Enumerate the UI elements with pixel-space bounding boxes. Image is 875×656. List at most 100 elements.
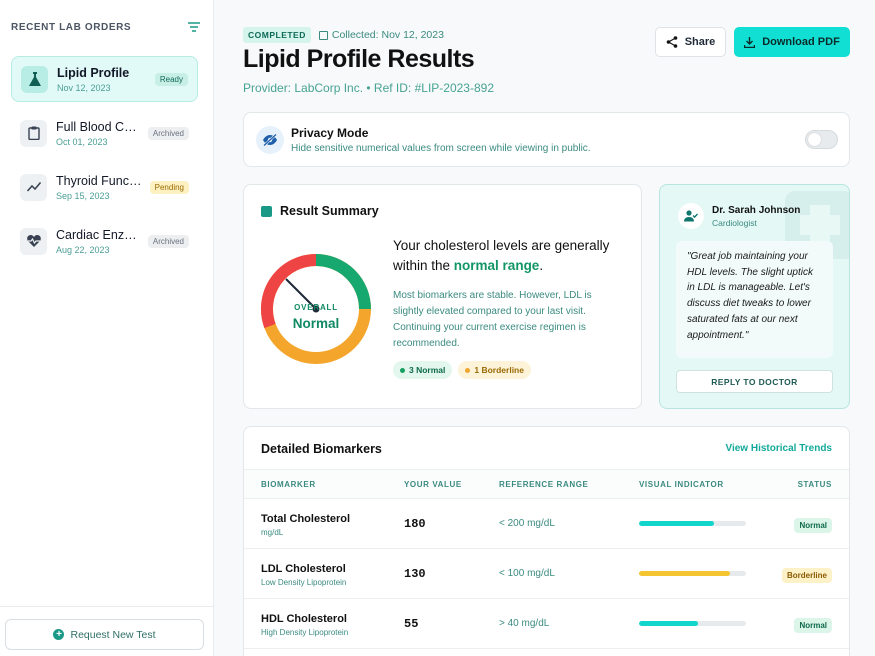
biomarker-value: 130	[404, 567, 426, 581]
table-row[interactable]: LDL Cholesterol Low Density Lipoprotein …	[244, 549, 849, 599]
orange-dot-icon	[465, 367, 471, 373]
reply-to-doctor-button[interactable]: REPLY TO DOCTOR	[676, 370, 833, 393]
biomarker-name: HDL Cholesterol	[261, 613, 347, 625]
filter-icon[interactable]	[187, 20, 201, 34]
doctor-note-card: Dr. Sarah Johnson Cardiologist "Great jo…	[659, 184, 850, 409]
order-date: Aug 22, 2023	[56, 244, 110, 255]
order-date: Sep 15, 2023	[56, 190, 110, 201]
indicator-fill	[639, 521, 714, 526]
download-label: Download PDF	[762, 36, 840, 48]
borderline-count-label: 1 Borderline	[474, 365, 524, 375]
biomarker-name: Total Cholesterol	[261, 513, 351, 525]
status-badge: Borderline	[781, 568, 832, 583]
privacy-title: Privacy Mode	[291, 126, 369, 140]
indicator-fill	[639, 621, 698, 626]
doctor-avatar	[678, 203, 704, 229]
headline-end: .	[539, 258, 544, 273]
collected-label: Collected: Nov 12, 2023	[331, 29, 444, 41]
table-header: BIOMARKER YOUR VALUE REFERENCE RANGE VIS…	[244, 469, 849, 499]
summary-description: Most biomarkers are stable. However, LDL…	[393, 290, 592, 349]
calendar-icon	[318, 30, 328, 40]
column-header-visual: VISUAL INDICATOR	[639, 480, 724, 489]
gauge-segment-green	[315, 254, 371, 310]
doctor-role: Cardiologist	[712, 218, 757, 228]
status-badge: Normal	[794, 518, 832, 533]
column-header-range: REFERENCE RANGE	[499, 480, 589, 489]
column-header-biomarker: BIOMARKER	[261, 480, 316, 489]
privacy-description: Hide sensitive numerical values from scr…	[291, 143, 591, 154]
column-header-status: STATUS	[797, 480, 832, 489]
summary-chips: 3 Normal 1 Borderline	[393, 361, 537, 379]
column-header-value: YOUR VALUE	[404, 480, 462, 489]
sidebar: RECENT LAB ORDERS Lipid Profile Nov 12, …	[0, 0, 214, 656]
status-badge: Pending	[149, 180, 189, 194]
download-pdf-button[interactable]: Download PDF	[734, 27, 850, 57]
biomarker-unit: High Density Lipoprotein	[261, 628, 349, 637]
clipboard-icon	[20, 119, 47, 147]
trend-icon	[20, 173, 47, 201]
headline-highlight: normal range	[453, 258, 540, 273]
bar-chart-icon	[261, 205, 272, 217]
sidebar-item-lipid-profile[interactable]: Lipid Profile Nov 12, 2023 Ready	[11, 56, 198, 102]
visual-indicator-bar	[639, 621, 746, 626]
visual-indicator-bar	[639, 571, 746, 576]
share-label: Share	[684, 36, 716, 48]
table-row[interactable]: Total Cholesterol mg/dL 180 < 200 mg/dL …	[244, 499, 849, 549]
plus-icon: +	[53, 629, 65, 640]
table-row[interactable]: HDL Cholesterol High Density Lipoprotein…	[244, 599, 849, 649]
status-badge: Archived	[147, 126, 189, 140]
privacy-mode-panel: Privacy Mode Hide sensitive numerical va…	[243, 112, 850, 167]
toggle-knob	[808, 133, 821, 146]
order-name: Full Blood Count	[56, 119, 142, 134]
sidebar-title: RECENT LAB ORDERS	[11, 21, 132, 33]
order-date: Oct 01, 2023	[56, 136, 108, 147]
biomarker-unit: Low Density Lipoprotein	[261, 578, 347, 587]
biomarkers-table: Detailed Biomarkers View Historical Tren…	[243, 426, 850, 656]
reference-range: < 200 mg/dL	[499, 518, 555, 529]
gauge-value: Normal	[292, 316, 340, 331]
gauge-needle	[285, 278, 317, 310]
heart-pulse-icon	[20, 227, 47, 255]
sidebar-footer: + Request New Test	[0, 606, 214, 656]
gauge-pivot	[312, 305, 320, 313]
result-summary-heading: Result Summary	[261, 204, 379, 218]
reference-range: > 40 mg/dL	[499, 618, 550, 629]
order-date: Nov 12, 2023	[57, 82, 111, 93]
user-check-icon	[684, 210, 698, 222]
biomarker-unit: mg/dL	[261, 528, 284, 537]
green-dot-icon	[400, 367, 405, 373]
share-button[interactable]: Share	[655, 27, 726, 57]
normal-count-chip: 3 Normal	[393, 361, 453, 379]
order-name: Lipid Profile	[57, 65, 130, 80]
reference-range: < 100 mg/dL	[499, 568, 555, 579]
result-summary-title: Result Summary	[280, 204, 379, 218]
share-icon	[666, 36, 678, 48]
borderline-count-chip: 1 Borderline	[458, 361, 531, 379]
collected-date: Collected: Nov 12, 2023	[318, 29, 444, 41]
indicator-fill	[639, 571, 730, 576]
status-badge: COMPLETED	[243, 27, 311, 43]
gauge-segment-red	[260, 254, 317, 329]
order-name: Cardiac Enzymes	[56, 227, 142, 242]
summary-headline: Your cholesterol levels are generally wi…	[393, 236, 628, 276]
doctor-quote: "Great job maintaining your HDL levels. …	[676, 241, 833, 358]
doctor-name: Dr. Sarah Johnson	[712, 205, 801, 216]
status-badge: Archived	[147, 234, 189, 248]
request-new-test-button[interactable]: + Request New Test	[5, 619, 204, 650]
request-button-label: Request New Test	[70, 628, 156, 641]
headline-text: Your cholesterol levels are generally wi…	[393, 238, 610, 273]
flask-icon	[21, 65, 48, 93]
status-badge: Normal	[794, 618, 832, 633]
overall-gauge	[260, 254, 371, 364]
gauge-label: OVERALL	[294, 303, 338, 312]
result-summary-card: Result Summary OVERALL Normal Your chole…	[243, 184, 642, 409]
sidebar-item-cardiac-enzymes[interactable]: Cardiac Enzymes Aug 22, 2023 Archived	[11, 218, 198, 264]
biomarkers-title: Detailed Biomarkers	[261, 442, 382, 456]
biomarker-name: LDL Cholesterol	[261, 563, 346, 575]
privacy-toggle[interactable]	[805, 130, 838, 149]
sidebar-item-full-blood-count[interactable]: Full Blood Count Oct 01, 2023 Archived	[11, 110, 198, 156]
eye-off-icon	[256, 126, 284, 154]
sidebar-item-thyroid-function[interactable]: Thyroid Function Sep 15, 2023 Pending	[11, 164, 198, 210]
provider-info: Provider: LabCorp Inc. • Ref ID: #LIP-20…	[243, 81, 494, 95]
view-historical-trends-link[interactable]: View Historical Trends	[725, 443, 832, 454]
